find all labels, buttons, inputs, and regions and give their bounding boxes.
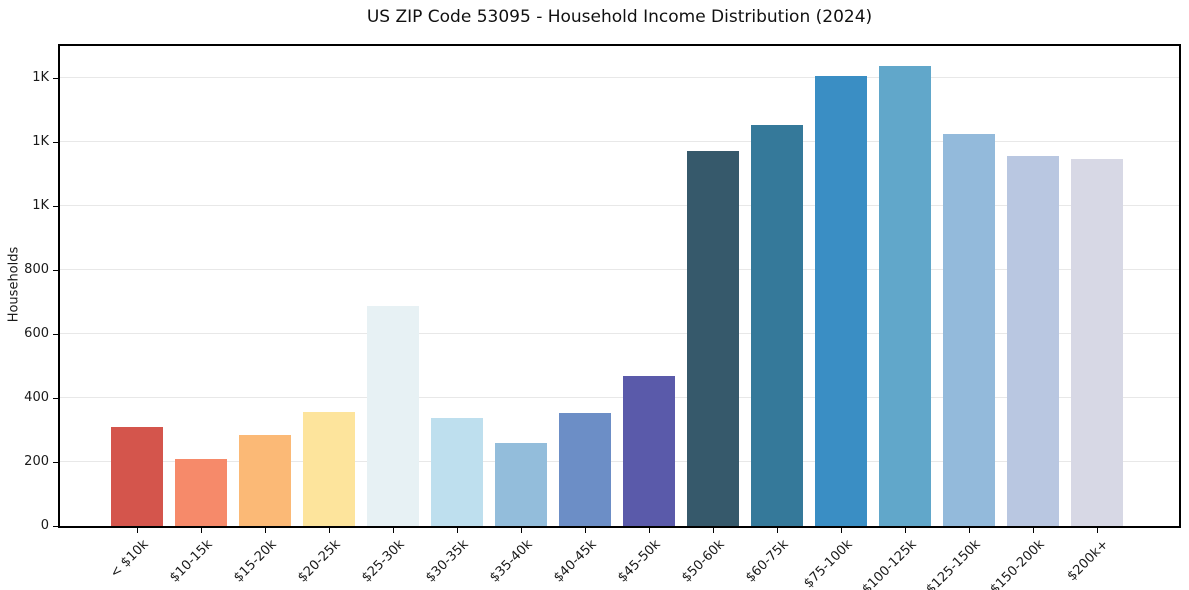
x-tick-mark: [1033, 528, 1034, 533]
bar-$25-30k: [367, 306, 419, 526]
gridline: [60, 141, 1179, 142]
chart-title: US ZIP Code 53095 - Household Income Dis…: [366, 7, 873, 27]
y-tick-mark: [53, 78, 58, 79]
x-tick-mark: [1097, 528, 1098, 533]
x-tick-mark: [841, 528, 842, 533]
gridline: [60, 269, 1179, 270]
x-tick-mark: [649, 528, 650, 533]
x-tick-mark: [777, 528, 778, 533]
x-tick-mark: [905, 528, 906, 533]
x-tick-mark: [201, 528, 202, 533]
x-tick-mark: [585, 528, 586, 533]
x-tick-mark: [713, 528, 714, 533]
bar-$125-150k: [943, 134, 995, 526]
gridline: [60, 205, 1179, 206]
y-tick-label: 800: [24, 262, 49, 277]
x-tick-mark: [969, 528, 970, 533]
y-tick-mark: [53, 398, 58, 399]
y-tick-label: 200: [24, 454, 49, 469]
bar-$200k+: [1071, 159, 1123, 526]
bar-$40-45k: [559, 413, 611, 526]
bar-$45-50k: [623, 376, 675, 526]
bar-$100-125k: [879, 66, 931, 526]
bar-$150-200k: [1007, 156, 1059, 526]
y-tick-label: 400: [24, 390, 49, 405]
y-tick-mark: [53, 462, 58, 463]
y-tick-mark: [53, 142, 58, 143]
bar-$60-75k: [751, 125, 803, 526]
y-tick-label: 0: [40, 518, 49, 533]
bar-$30-35k: [431, 418, 483, 526]
y-tick-label: 1K: [32, 134, 49, 149]
y-tick-mark: [53, 270, 58, 271]
x-tick-mark: [393, 528, 394, 533]
gridline: [60, 77, 1179, 78]
bar-$50-60k: [687, 151, 739, 526]
y-tick-mark: [53, 526, 58, 527]
plot-area: [58, 44, 1181, 528]
y-tick-label: 600: [24, 326, 49, 341]
y-tick-mark: [53, 206, 58, 207]
x-tick-mark: [137, 528, 138, 533]
y-tick-label: 1K: [32, 70, 49, 85]
x-tick-mark: [329, 528, 330, 533]
bar-$35-40k: [495, 443, 547, 526]
y-tick-mark: [53, 334, 58, 335]
x-tick-mark: [265, 528, 266, 533]
gridline: [60, 461, 1179, 462]
gridline: [60, 333, 1179, 334]
bar-$75-100k: [815, 76, 867, 526]
x-tick-mark: [457, 528, 458, 533]
y-tick-label: 1K: [32, 198, 49, 213]
x-tick-label: < $10k: [107, 537, 152, 582]
gridline: [60, 397, 1179, 398]
bar-< $10k: [111, 427, 163, 526]
bar-$15-20k: [239, 435, 291, 526]
bar-$10-15k: [175, 459, 227, 526]
bar-$20-25k: [303, 412, 355, 526]
x-tick-mark: [521, 528, 522, 533]
